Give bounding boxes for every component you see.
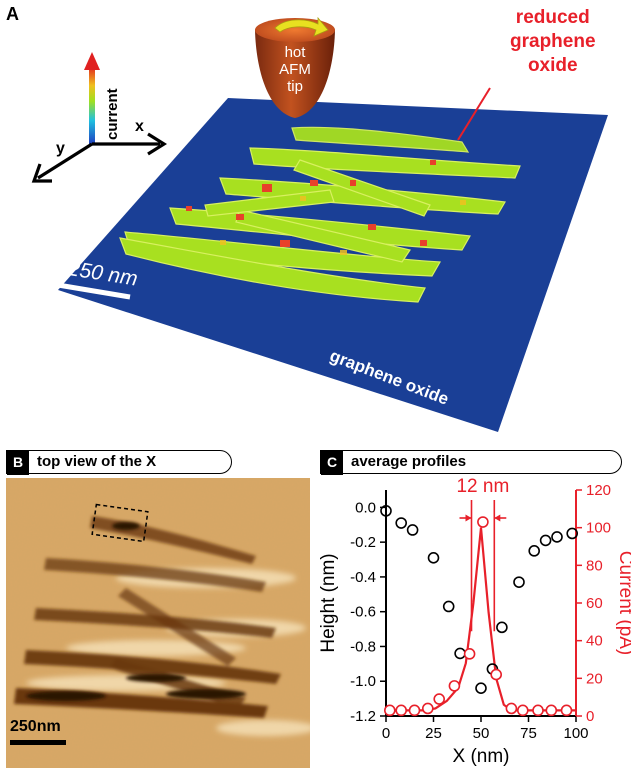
current-point	[384, 704, 396, 717]
y-right-tick-label: 80	[586, 557, 603, 574]
tip-line-2: AFM	[279, 61, 311, 78]
current-point	[422, 702, 434, 715]
panel-b-title: top view of the X	[37, 453, 157, 470]
x-tick-label: 50	[473, 725, 490, 742]
afm-topography-image	[6, 478, 310, 768]
y-left-axis-label: Height (nm)	[318, 553, 339, 652]
y-left-tick-label: -0.6	[350, 604, 376, 621]
axis-x-label: x	[135, 118, 144, 135]
current-point	[395, 704, 407, 717]
x-tick-label: 100	[563, 725, 588, 742]
current-hotspots	[186, 160, 436, 247]
axis-current-label: current	[104, 88, 121, 140]
rgo-stripes	[119, 126, 521, 303]
height-point	[551, 531, 563, 543]
tip-line-3: tip	[287, 78, 303, 95]
y-right-tick-label: 40	[586, 633, 603, 650]
height-point	[406, 524, 419, 536]
current-point	[433, 693, 445, 705]
axis-y-label: y	[56, 140, 65, 157]
annotation-line-3: oxide	[527, 55, 578, 76]
current-point	[477, 516, 489, 528]
current-point	[448, 680, 461, 692]
rgo-annotation: reduced graphene oxide	[510, 6, 596, 78]
y-left-tick-label: 0.0	[355, 499, 376, 516]
profile-chart: 0 25 50 75 100 0.0 -0.2 -0.4 -0.6 -0.8 -1.0 -1.2 0 20…	[318, 478, 631, 767]
height-point	[566, 527, 578, 540]
height-point	[442, 600, 455, 613]
y-left-tick-label: -0.4	[350, 569, 376, 586]
y-left-tick-label: -1.2	[350, 708, 376, 725]
height-point	[454, 647, 466, 660]
panel-c-header: C average profiles	[320, 449, 622, 475]
panel-b-header: B top view of the X	[6, 449, 232, 475]
annotation-line-2: graphene	[510, 31, 596, 52]
panel-c-letter: C	[321, 449, 343, 475]
y-left-tick-label: -0.8	[350, 638, 376, 655]
scale-bar-a	[45, 280, 131, 300]
y-right-tick-label: 120	[586, 482, 611, 499]
panel-a-letter: A	[6, 4, 19, 24]
panel-b-letter: B	[7, 449, 29, 475]
afm-tip-icon	[255, 16, 335, 118]
height-point	[513, 576, 525, 588]
height-point	[496, 621, 508, 634]
x-tick-label: 0	[382, 725, 390, 742]
y-left-tick-label: -1.0	[350, 673, 376, 690]
fwhm-label: 12 nm	[456, 478, 509, 497]
panel-c-title: average profiles	[351, 453, 467, 470]
x-tick-label: 25	[425, 725, 442, 742]
current-point	[505, 702, 518, 715]
current-point	[560, 704, 573, 717]
fwhm-arrowhead-left	[465, 514, 472, 522]
y-right-tick-label: 20	[586, 670, 603, 687]
current-point	[532, 704, 544, 717]
current-point	[545, 704, 558, 717]
panel-a-figure	[31, 16, 608, 432]
fwhm-arrowhead-right	[494, 514, 501, 522]
current-point	[463, 648, 476, 660]
rgo-pointer-line	[457, 87, 491, 141]
x-tick-label: 75	[520, 725, 537, 742]
y-right-axis-label: Current (pA)	[615, 551, 631, 656]
height-point	[380, 505, 392, 517]
tip-line-1: hot	[284, 44, 306, 61]
current-point	[517, 704, 529, 717]
axes-icon	[31, 52, 168, 183]
height-point	[528, 545, 540, 557]
y-right-tick-label: 100	[586, 520, 611, 537]
afm-tip-label: hot AFM tip	[270, 44, 320, 95]
height-point	[539, 534, 552, 547]
y-left-tick-label: -0.2	[350, 534, 376, 551]
height-point	[475, 682, 487, 694]
y-right-tick-label: 60	[586, 595, 603, 612]
x-axis-label: X (nm)	[453, 746, 510, 767]
current-point	[490, 668, 502, 681]
height-point	[427, 552, 440, 564]
annotation-line-1: reduced	[515, 7, 590, 28]
height-point	[395, 517, 407, 529]
scale-bar-b	[10, 740, 66, 745]
current-point	[408, 704, 421, 717]
scale-bar-b-label: 250nm	[10, 718, 61, 735]
y-right-tick-label: 0	[586, 708, 594, 725]
